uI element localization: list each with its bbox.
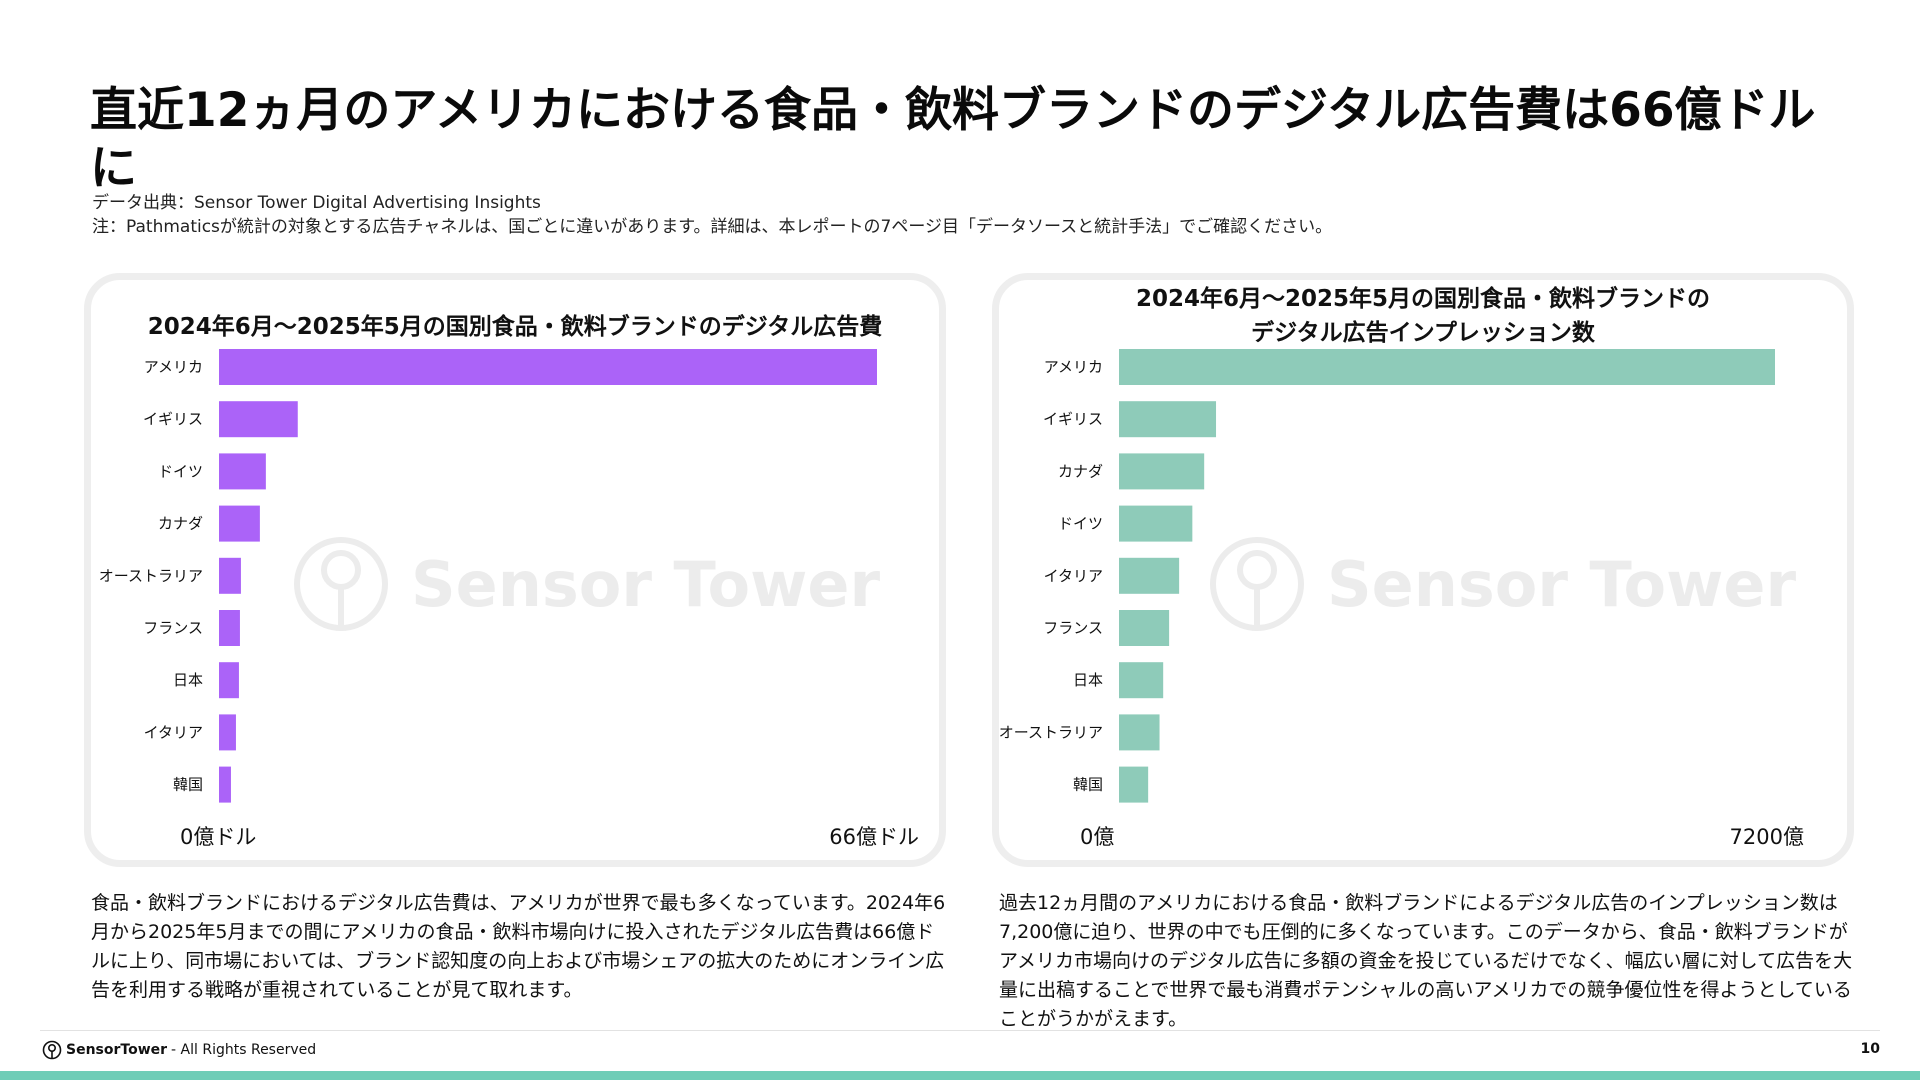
bar xyxy=(1119,453,1205,490)
footer-logo: SensorTower - All Rights Reserved xyxy=(42,1040,316,1060)
category-label: オーストラリア xyxy=(999,723,1103,741)
category-label: イタリア xyxy=(144,723,203,741)
bar xyxy=(219,505,260,542)
bar xyxy=(1119,662,1164,699)
impressions-description: 過去12ヵ月間のアメリカにおける食品・飲料ブランドによるデジタル広告のインプレッ… xyxy=(999,892,1853,1030)
bar xyxy=(1119,349,1775,385)
watermark-logo-inner xyxy=(1237,550,1277,590)
data-source: データ出典：Sensor Tower Digital Advertising I… xyxy=(92,193,541,213)
category-label: イタリア xyxy=(1044,567,1103,585)
page-number: 10 xyxy=(1860,1041,1880,1057)
category-label: フランス xyxy=(1043,619,1103,637)
chart-title-line: デジタル広告インプレッション数 xyxy=(1251,320,1595,346)
watermark: Sensor Tower xyxy=(1210,537,1796,631)
category-label: アメリカ xyxy=(1044,358,1103,376)
bar xyxy=(1119,505,1193,542)
bar xyxy=(1119,557,1180,594)
ad-spend-description: 食品・飲料ブランドにおけるデジタル広告費は、アメリカが世界で最も多くなっています… xyxy=(91,892,946,1001)
axis-min-label: 0億 xyxy=(1080,825,1114,849)
bar xyxy=(1119,401,1217,438)
category-label: カナダ xyxy=(1058,462,1103,480)
watermark: Sensor Tower xyxy=(294,537,880,631)
footnote: 注：Pathmaticsが統計の対象とする広告チャネルは、国ごとに違いがあります… xyxy=(92,217,1333,237)
category-label: オーストラリア xyxy=(99,567,203,585)
chart-title-line: 2024年6月〜2025年5月の国別食品・飲料ブランドの xyxy=(1135,286,1711,312)
bar xyxy=(219,349,877,385)
category-label: ドイツ xyxy=(158,462,203,480)
ad-spend-chart: Sensor Tower アメリカイギリスドイツカナダオーストラリアフランス日本イ… xyxy=(99,349,919,849)
category-label: フランス xyxy=(143,619,203,637)
category-label: イギリス xyxy=(1043,410,1103,428)
category-label: 日本 xyxy=(1073,671,1103,689)
footer-rights: - All Rights Reserved xyxy=(171,1042,317,1058)
chart-title: 2024年6月〜2025年5月の国別食品・飲料ブランドの デジタル広告インプレッシ… xyxy=(999,282,1847,350)
sensor-tower-logo-icon xyxy=(42,1040,62,1060)
bar xyxy=(1119,766,1149,803)
footer-divider xyxy=(40,1030,1880,1031)
bar xyxy=(219,453,266,490)
footer-brand: SensorTower xyxy=(66,1042,168,1058)
watermark-text: Sensor Tower xyxy=(411,548,880,621)
bar xyxy=(219,610,240,646)
category-label: ドイツ xyxy=(1058,515,1103,533)
axis-min-label: 0億ドル xyxy=(180,825,256,849)
bottom-accent-bar xyxy=(0,1071,1920,1080)
watermark-logo-inner xyxy=(321,550,361,590)
category-label: アメリカ xyxy=(144,358,203,376)
axis-max-label: 66億ドル xyxy=(829,825,919,849)
impressions-chart: Sensor Tower アメリカイギリスカナダドイツイタリアフランス日本オースト… xyxy=(999,349,1804,849)
bar xyxy=(1119,714,1160,751)
page-title: 直近12ヵ月のアメリカにおける食品・飲料ブランドのデジタル広告費は66億ドルに xyxy=(90,83,1816,196)
watermark-text: Sensor Tower xyxy=(1327,548,1796,621)
category-label: カナダ xyxy=(158,515,203,533)
category-label: 日本 xyxy=(173,671,203,689)
bar xyxy=(219,401,298,438)
bar xyxy=(219,766,231,803)
chart-title: 2024年6月〜2025年5月の国別食品・飲料ブランドのデジタル広告費 xyxy=(147,314,883,340)
bar xyxy=(1119,610,1170,646)
chart-panel-ad-spend: 2024年6月〜2025年5月の国別食品・飲料ブランドのデジタル広告費 Sens… xyxy=(84,273,946,867)
category-label: 韓国 xyxy=(1073,776,1103,794)
bar xyxy=(219,662,239,699)
bar xyxy=(219,557,241,594)
axis-max-label: 7200億 xyxy=(1730,825,1804,849)
category-label: 韓国 xyxy=(173,776,203,794)
chart-panel-impressions: 2024年6月〜2025年5月の国別食品・飲料ブランドの デジタル広告インプレッシ… xyxy=(992,273,1854,867)
category-label: イギリス xyxy=(143,410,203,428)
bar xyxy=(219,714,236,751)
